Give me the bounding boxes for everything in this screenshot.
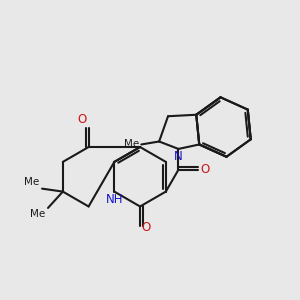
Text: O: O: [142, 221, 151, 234]
Text: O: O: [200, 163, 209, 176]
Text: NH: NH: [106, 193, 123, 206]
Text: Me: Me: [24, 177, 40, 187]
Text: Me: Me: [30, 209, 46, 219]
Text: O: O: [78, 113, 87, 126]
Text: N: N: [174, 150, 183, 164]
Text: Me: Me: [124, 140, 139, 149]
